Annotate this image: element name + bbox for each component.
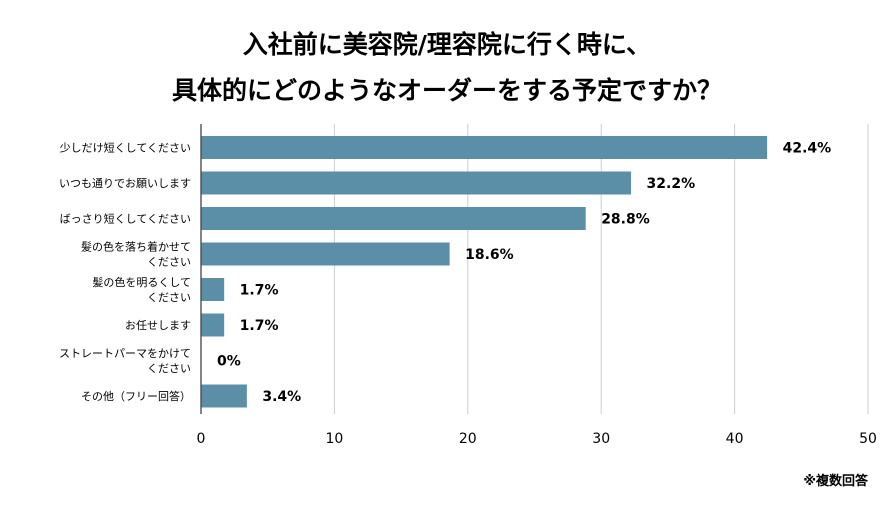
category-label: 少しだけ短くしてください <box>60 141 191 155</box>
value-label: 1.7% <box>240 318 279 334</box>
category-label: ストレートパーマをかけて <box>59 347 191 360</box>
value-label: 32.2% <box>647 176 696 192</box>
bar <box>201 207 586 230</box>
value-label: 18.6% <box>465 247 514 263</box>
bar <box>201 384 247 408</box>
x-tick-label: 50 <box>859 431 877 447</box>
x-tick-label: 40 <box>726 431 744 447</box>
category-label: その他（フリー回答） <box>81 389 191 403</box>
value-label: 0% <box>217 354 241 370</box>
category-label: いつも通りでお願いします <box>59 177 191 190</box>
footnote: ※複数回答 <box>803 474 868 489</box>
category-label: お任せします <box>125 319 191 332</box>
category-label: 髪の色を明るくして <box>92 275 191 289</box>
bar <box>201 171 632 195</box>
value-label: 1.7% <box>240 283 279 299</box>
chart-title-line1: 入社前に美容院/理容院に行く時に、 <box>242 30 652 59</box>
bar <box>201 278 225 301</box>
chart-title-line2: 具体的にどのようなオーダーをする予定ですか？ <box>171 76 722 105</box>
x-tick-label: 0 <box>197 431 206 447</box>
category-label: 髪の色を落ち着かせて <box>81 240 191 254</box>
value-label: 42.4% <box>783 141 832 157</box>
x-tick-label: 10 <box>325 431 343 447</box>
x-tick-label: 30 <box>592 431 610 447</box>
bar <box>201 242 450 266</box>
x-tick-label: 20 <box>459 431 477 447</box>
value-label: 28.8% <box>601 212 650 228</box>
category-label: ください <box>147 362 191 375</box>
bar <box>201 136 768 159</box>
category-label: ください <box>147 291 191 304</box>
category-label: ばっさり短くしてください <box>60 212 191 226</box>
value-label: 3.4% <box>262 389 301 405</box>
bar <box>201 313 225 337</box>
category-label: ください <box>147 256 191 269</box>
